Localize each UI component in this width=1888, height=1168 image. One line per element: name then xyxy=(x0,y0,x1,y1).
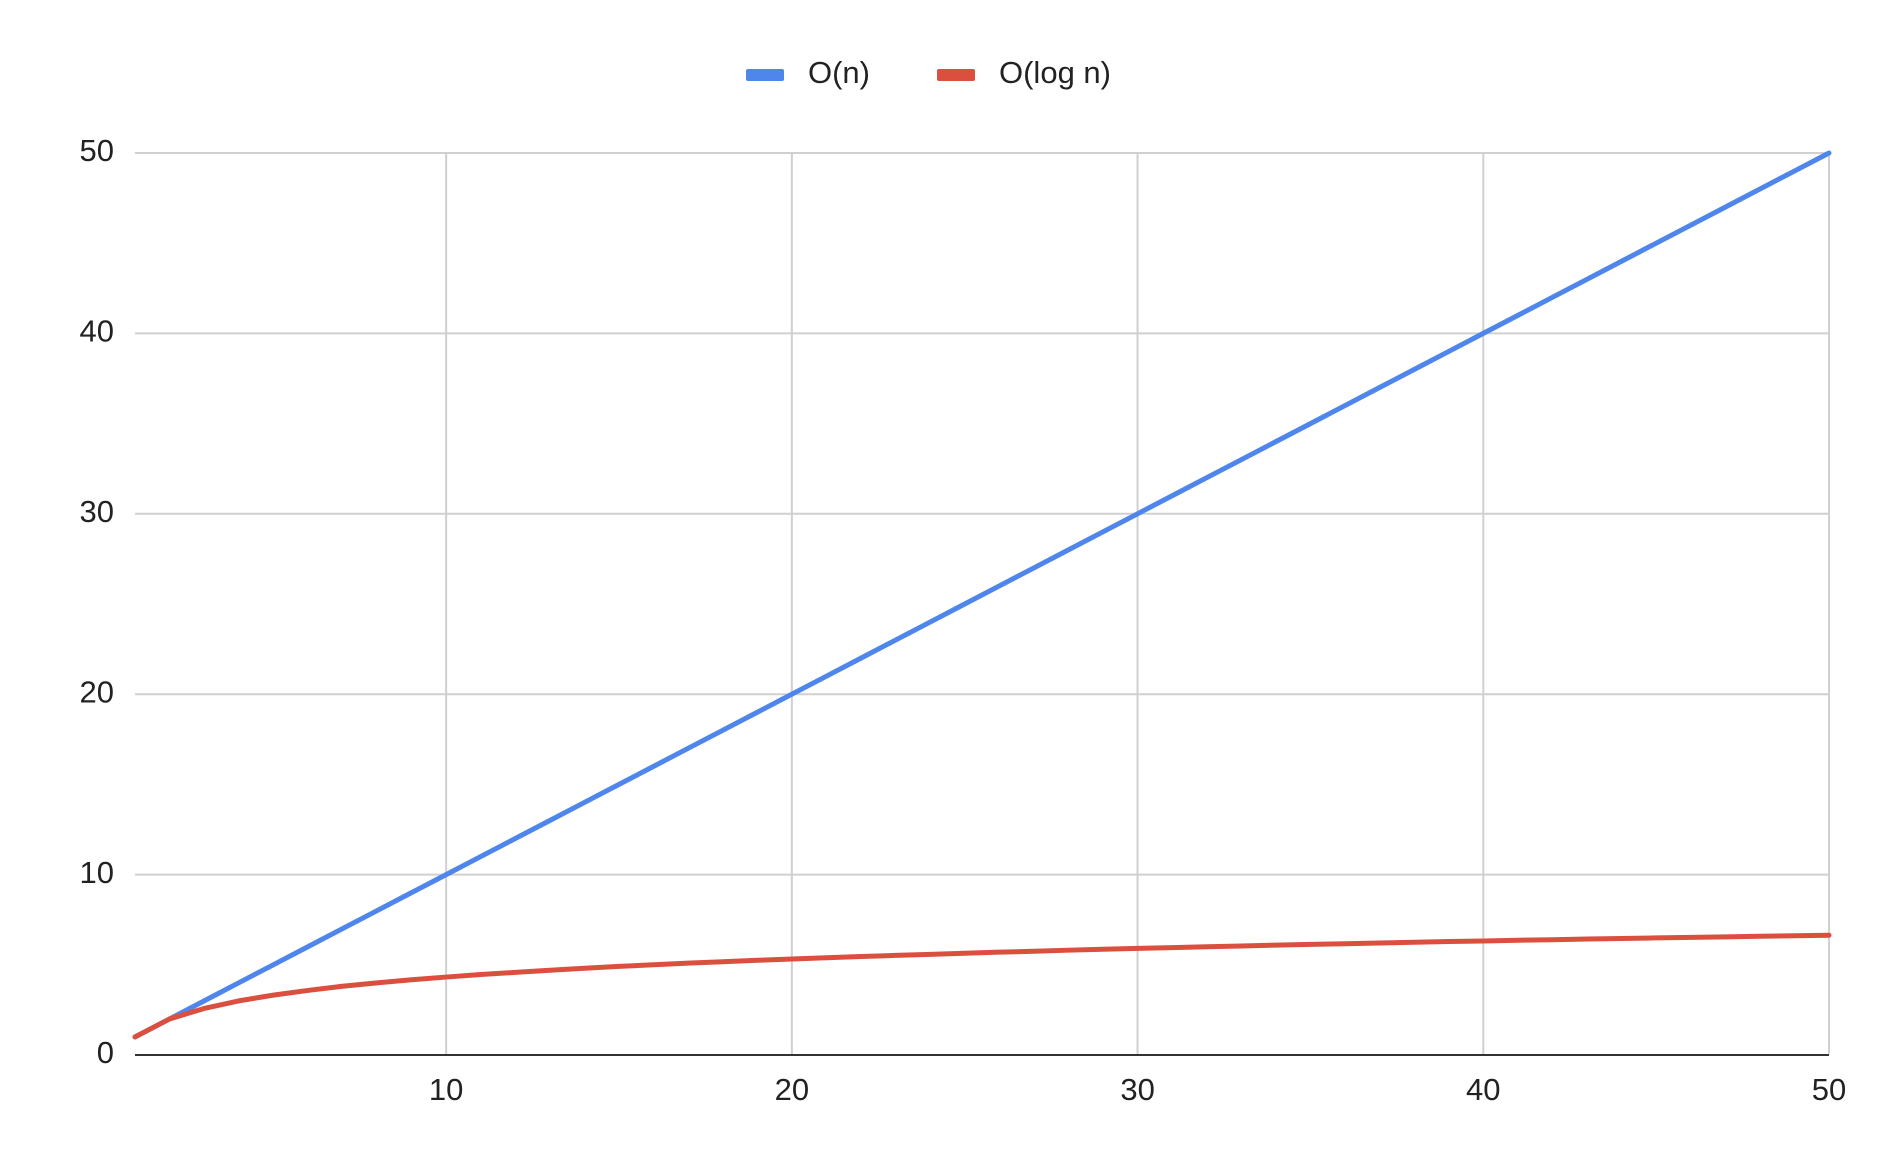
y-tick-label: 20 xyxy=(80,674,114,709)
x-tick-label: 20 xyxy=(775,1072,809,1107)
legend-swatch xyxy=(746,69,784,81)
line-series xyxy=(132,932,1832,1040)
y-tick-label: 0 xyxy=(97,1035,114,1070)
y-tick-label: 40 xyxy=(80,314,114,349)
x-tick-label: 10 xyxy=(429,1072,463,1107)
legend-label: O(n) xyxy=(808,55,870,90)
y-tick-label: 10 xyxy=(80,855,114,890)
x-tick-label: 50 xyxy=(1812,1072,1846,1107)
legend-swatch xyxy=(937,69,975,81)
y-tick-label: 50 xyxy=(80,133,114,168)
line-series xyxy=(132,150,1832,1040)
x-tick-label: 30 xyxy=(1120,1072,1154,1107)
x-tick-label: 40 xyxy=(1466,1072,1500,1107)
y-tick-label: 30 xyxy=(80,494,114,529)
legend-label: O(log n) xyxy=(999,55,1111,90)
